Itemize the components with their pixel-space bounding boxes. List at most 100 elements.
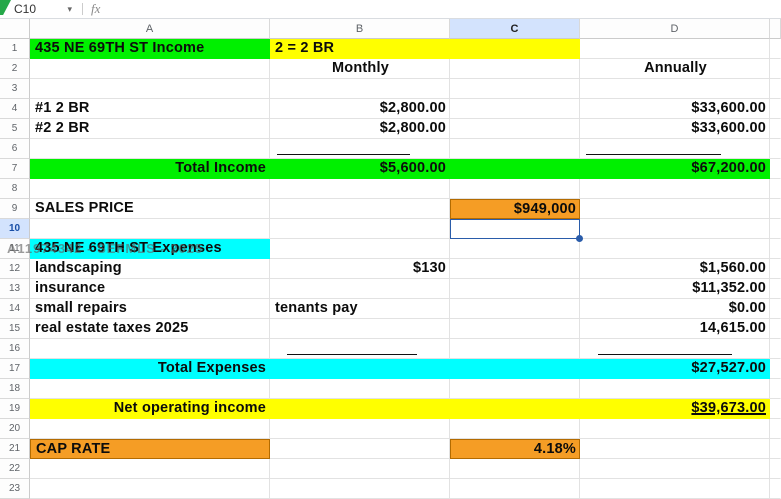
cell-C22[interactable] (450, 459, 580, 479)
cell-D12[interactable]: $1,560.00 (580, 259, 770, 279)
cell-B8[interactable] (270, 179, 450, 199)
cell-C17[interactable] (450, 359, 580, 379)
cell-A9[interactable]: SALES PRICE (30, 199, 270, 219)
cell-partial-5[interactable] (770, 119, 781, 139)
cell-A10[interactable] (30, 219, 270, 239)
row-header-9[interactable]: 9 (0, 199, 30, 219)
cell-D6[interactable] (580, 139, 770, 159)
cell-partial-9[interactable] (770, 199, 781, 219)
cell-D4[interactable]: $33,600.00 (580, 99, 770, 119)
cell-partial-7[interactable] (770, 159, 781, 179)
cell-A14[interactable]: small repairs (30, 299, 270, 319)
cell-partial-18[interactable] (770, 379, 781, 399)
cell-D5[interactable]: $33,600.00 (580, 119, 770, 139)
cell-B15[interactable] (270, 319, 450, 339)
row-header-16[interactable]: 16 (0, 339, 30, 359)
cell-B17[interactable] (270, 359, 450, 379)
cell-partial-22[interactable] (770, 459, 781, 479)
cell-C14[interactable] (450, 299, 580, 319)
cell-A20[interactable] (30, 419, 270, 439)
cell-C8[interactable] (450, 179, 580, 199)
select-all-corner[interactable] (0, 19, 30, 39)
cell-A15[interactable]: real estate taxes 2025 (30, 319, 270, 339)
cell-B9[interactable] (270, 199, 450, 219)
cell-B13[interactable] (270, 279, 450, 299)
cell-D15[interactable]: 14,615.00 (580, 319, 770, 339)
cell-partial-11[interactable] (770, 239, 781, 259)
cell-partial-23[interactable] (770, 479, 781, 499)
cell-partial-14[interactable] (770, 299, 781, 319)
cell-D13[interactable]: $11,352.00 (580, 279, 770, 299)
row-header-20[interactable]: 20 (0, 419, 30, 439)
row-header-10[interactable]: 10 (0, 219, 30, 239)
cell-B16[interactable] (270, 339, 450, 359)
cell-partial-2[interactable] (770, 59, 781, 79)
name-box[interactable]: C10 ▾ (14, 2, 72, 16)
cell-A23[interactable] (30, 479, 270, 499)
cell-C5[interactable] (450, 119, 580, 139)
cell-C13[interactable] (450, 279, 580, 299)
cell-partial-21[interactable] (770, 439, 781, 459)
cell-A13[interactable]: insurance (30, 279, 270, 299)
cell-A3[interactable] (30, 79, 270, 99)
cell-partial-17[interactable] (770, 359, 781, 379)
cell-partial-10[interactable] (770, 219, 781, 239)
cell-D20[interactable] (580, 419, 770, 439)
row-header-4[interactable]: 4 (0, 99, 30, 119)
col-header-partial[interactable] (770, 19, 781, 39)
row-header-17[interactable]: 17 (0, 359, 30, 379)
cell-C9[interactable]: $949,000 (450, 199, 580, 219)
cell-partial-19[interactable] (770, 399, 781, 419)
cell-C16[interactable] (450, 339, 580, 359)
row-header-5[interactable]: 5 (0, 119, 30, 139)
col-header-B[interactable]: B (270, 19, 450, 39)
cell-A18[interactable] (30, 379, 270, 399)
row-header-8[interactable]: 8 (0, 179, 30, 199)
cell-D23[interactable] (580, 479, 770, 499)
cell-partial-16[interactable] (770, 339, 781, 359)
cell-B2[interactable]: Monthly (270, 59, 450, 79)
row-header-18[interactable]: 18 (0, 379, 30, 399)
cell-A17[interactable]: Total Expenses (30, 359, 270, 379)
fill-handle[interactable] (576, 235, 583, 242)
cell-partial-1[interactable] (770, 39, 781, 59)
cell-A7[interactable]: Total Income (30, 159, 270, 179)
cell-B11[interactable] (270, 239, 450, 259)
row-header-13[interactable]: 13 (0, 279, 30, 299)
cell-C11[interactable] (450, 239, 580, 259)
cell-B20[interactable] (270, 419, 450, 439)
cell-C15[interactable] (450, 319, 580, 339)
cell-D3[interactable] (580, 79, 770, 99)
cell-B22[interactable] (270, 459, 450, 479)
cell-A11[interactable]: 435 NE 69TH ST Expenses (30, 239, 270, 259)
row-header-19[interactable]: 19 (0, 399, 30, 419)
cell-D1[interactable] (580, 39, 770, 59)
selection-box[interactable] (450, 219, 583, 242)
cell-A19[interactable]: Net operating income (30, 399, 270, 419)
cell-B4[interactable]: $2,800.00 (270, 99, 450, 119)
cell-D11[interactable] (580, 239, 770, 259)
cell-A6[interactable] (30, 139, 270, 159)
cell-C6[interactable] (450, 139, 580, 159)
row-header-3[interactable]: 3 (0, 79, 30, 99)
col-header-D[interactable]: D (580, 19, 770, 39)
cell-A22[interactable] (30, 459, 270, 479)
cell-A1[interactable]: 435 NE 69TH ST Income (30, 39, 270, 59)
cell-D18[interactable] (580, 379, 770, 399)
cell-A16[interactable] (30, 339, 270, 359)
cell-partial-6[interactable] (770, 139, 781, 159)
cell-partial-3[interactable] (770, 79, 781, 99)
cell-C4[interactable] (450, 99, 580, 119)
cell-partial-20[interactable] (770, 419, 781, 439)
cell-partial-15[interactable] (770, 319, 781, 339)
cell-B10[interactable] (270, 219, 450, 239)
col-header-C[interactable]: C (450, 19, 580, 39)
cell-B6[interactable] (270, 139, 450, 159)
cell-A21[interactable]: CAP RATE (30, 439, 270, 459)
cell-B3[interactable] (270, 79, 450, 99)
row-header-11[interactable]: 11 (0, 239, 30, 259)
cell-C2[interactable] (450, 59, 580, 79)
cell-D16[interactable] (580, 339, 770, 359)
cell-A12[interactable]: landscaping (30, 259, 270, 279)
row-header-15[interactable]: 15 (0, 319, 30, 339)
